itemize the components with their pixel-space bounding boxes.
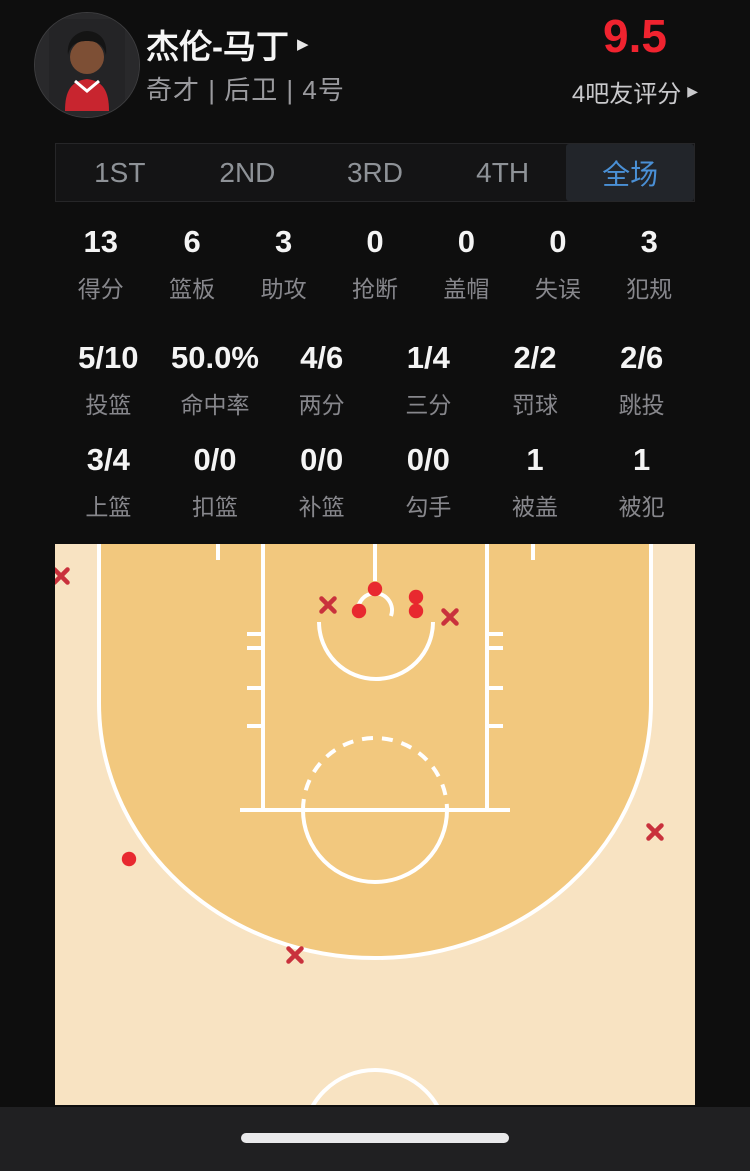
three-point-line — [97, 544, 653, 960]
missed-shot-marker — [286, 946, 304, 964]
stat-三分: 1/4 三分 — [405, 340, 452, 418]
missed-shot-marker — [441, 608, 459, 626]
restricted-area-arc — [317, 621, 435, 681]
tab-全场[interactable]: 全场 — [566, 144, 694, 201]
stat-抢断: 0 抢断 — [351, 224, 398, 302]
tab-4TH[interactable]: 4TH — [476, 156, 530, 188]
tab-1ST[interactable]: 1ST — [94, 156, 146, 188]
missed-shot-marker — [319, 596, 337, 614]
stat-得分: 13 得分 — [77, 224, 124, 302]
made-shot-marker — [408, 589, 424, 605]
stat-助攻: 3 助攻 — [260, 224, 307, 302]
rating-label: 4吧友评分 — [571, 81, 682, 108]
rating-link[interactable]: 4吧友评分 ▶ — [545, 74, 725, 109]
stat-被犯: 1 被犯 — [618, 442, 665, 520]
shot-chart-court — [55, 544, 695, 1105]
stat-两分: 4/6 两分 — [298, 340, 345, 418]
tab-3RD[interactable]: 3RD — [346, 156, 403, 188]
stat-勾手: 0/0 勾手 — [405, 442, 452, 520]
stat-盖帽: 0 盖帽 — [443, 224, 490, 302]
tab-2ND[interactable]: 2ND — [219, 156, 276, 188]
player-team-position: 奇才 | 后卫 | 4号 — [146, 75, 345, 105]
missed-shot-marker — [55, 567, 70, 585]
stats-row-2: 5/10 投篮 50.0% 命中率 4/6 两分 1/4 三分 2/2 罚球 2/6 跳投 — [55, 340, 695, 420]
bottom-system-bar — [0, 1107, 750, 1171]
stat-上篮: 3/4 上篮 — [85, 442, 132, 520]
stat-篮板: 6 篮板 — [169, 224, 216, 302]
stat-罚球: 2/2 罚球 — [511, 340, 558, 418]
rating-caret-icon: ▶ — [687, 83, 699, 99]
court-inner-area — [99, 544, 651, 958]
quarter-tab-bar: 1ST 2ND 3RD 4TH 全场 — [55, 143, 695, 202]
player-name-row[interactable]: 杰伦-马丁 ▶ — [146, 20, 309, 68]
missed-shot-marker — [646, 823, 664, 841]
player-photo — [35, 13, 139, 117]
stat-投篮: 5/10 投篮 — [78, 340, 139, 418]
name-caret-icon: ▶ — [297, 36, 309, 53]
stat-失误: 0 失误 — [534, 224, 581, 302]
lane-lines — [261, 544, 489, 810]
stat-被盖: 1 被盖 — [511, 442, 558, 520]
rating-box: 9.5 4吧友评分 ▶ — [545, 10, 725, 109]
stats-row-1: 13 得分 6 篮板 3 助攻 0 抢断 0 盖帽 0 失误 3 犯规 — [55, 224, 695, 304]
stat-犯规: 3 犯规 — [626, 224, 673, 302]
center-circle — [310, 1068, 440, 1105]
stats-row-3: 3/4 上篮 0/0 扣篮 0/0 补篮 0/0 勾手 1 被盖 1 被犯 — [55, 442, 695, 522]
made-shot-marker — [121, 851, 137, 867]
home-indicator[interactable] — [241, 1133, 509, 1143]
stat-补篮: 0/0 补篮 — [298, 442, 345, 520]
player-name: 杰伦-马丁 — [146, 28, 289, 65]
lane-hash-marks — [247, 632, 503, 728]
made-shot-marker — [351, 603, 367, 619]
made-shot-marker — [367, 581, 383, 597]
stat-扣篮: 0/0 扣篮 — [191, 442, 238, 520]
made-shot-marker — [408, 603, 424, 619]
stat-跳投: 2/6 跳投 — [618, 340, 665, 418]
player-avatar[interactable] — [34, 12, 140, 118]
stat-命中率: 50.0% 命中率 — [171, 340, 259, 418]
free-throw-circle-bottom — [301, 809, 449, 884]
baseline-hash-marks — [216, 544, 535, 560]
shot-marks-layer — [55, 567, 664, 964]
rating-value: 9.5 — [603, 10, 667, 62]
